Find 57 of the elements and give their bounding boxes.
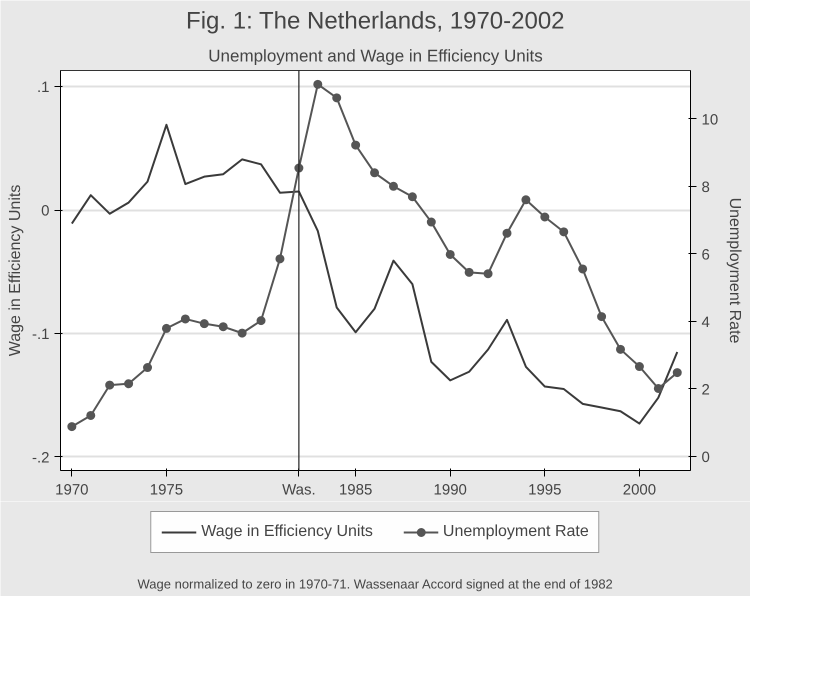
x-tick-label: 2000 (622, 482, 656, 498)
legend-label: Unemployment Rate (442, 523, 589, 541)
point (105, 380, 114, 390)
point (559, 227, 568, 236)
chart-title: Fig. 1: The Netherlands, 1970-2002 (186, 8, 565, 34)
point (521, 195, 530, 204)
point (200, 319, 209, 328)
x-tick-label: 1995 (528, 482, 562, 498)
point (616, 344, 625, 354)
x-tick-label: 1985 (338, 482, 372, 498)
y2-tick-label: 10 (702, 111, 718, 128)
line-series (70, 124, 678, 425)
y-tick-label: 0 (41, 202, 50, 220)
y2-tick-label: 8 (702, 178, 710, 196)
point (672, 368, 682, 378)
text: Wage normalized to zero in 1970-71. Wassenaar Accord signed at the end of 1982 (138, 576, 613, 592)
point (313, 80, 322, 89)
point (180, 314, 190, 324)
x-tick-label: 1975 (150, 482, 184, 498)
point (597, 312, 606, 322)
point (218, 322, 228, 332)
point (124, 379, 134, 388)
point (654, 384, 663, 393)
point (446, 250, 455, 259)
point (634, 362, 644, 372)
legend-label: Wage in Efficiency Units (201, 523, 373, 541)
y2-axis-title: Unemployment Rate (726, 198, 744, 344)
y2-tick-label: 0 (702, 448, 710, 466)
y-tick-label: .1 (36, 79, 50, 96)
point (408, 192, 417, 202)
point (162, 324, 171, 333)
point (502, 228, 512, 238)
point (540, 212, 550, 222)
point (578, 264, 588, 274)
point (332, 93, 342, 102)
y-tick-label: -.1 (32, 326, 50, 343)
y-tick-label: -.2 (32, 449, 50, 466)
chart-subtitle: Unemployment and Wage in Efficiency Units (208, 46, 543, 66)
y2-tick-label: 6 (702, 246, 710, 264)
point (370, 168, 380, 178)
y2-tick-label: 2 (702, 381, 710, 398)
point (351, 140, 360, 150)
point (238, 328, 247, 338)
x-tick-label: Was. (282, 482, 316, 498)
point (388, 182, 398, 191)
y2-tick-label: 4 (702, 314, 710, 331)
point (143, 363, 152, 372)
point (484, 269, 493, 278)
point (67, 422, 76, 432)
y-axis-title: Wage in Efficiency Units (6, 184, 24, 356)
x-tick-label: 1970 (55, 482, 89, 498)
point (426, 218, 436, 227)
point (86, 410, 96, 420)
point (464, 268, 474, 277)
point (256, 316, 266, 326)
x-tick-label: 1990 (434, 482, 467, 498)
point (275, 254, 284, 264)
